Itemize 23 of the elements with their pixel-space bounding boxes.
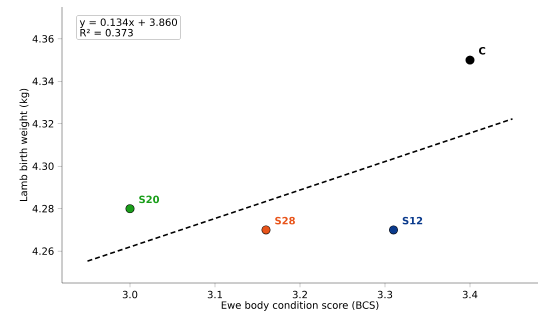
x-tick-label: 3.3: [378, 290, 392, 298]
y-tick-label: 4.28: [32, 204, 54, 212]
series-label: C: [479, 47, 486, 55]
series-label: S20: [139, 196, 160, 204]
y-tick-label: 4.34: [32, 78, 54, 86]
y-tick-label: 4.30: [32, 162, 54, 170]
point: [389, 225, 398, 234]
point: [466, 56, 474, 65]
x-axis-title: Ewe body condition score (BCS): [222, 301, 378, 311]
y-axis-title: Lamb birth weight (kg): [20, 88, 30, 202]
point: [262, 225, 270, 234]
x-tick-label: 3.1: [208, 290, 222, 298]
y-tick-label: 4.26: [32, 247, 54, 255]
y-tick-label: 4.32: [32, 120, 54, 128]
x-tick-label: 3.2: [292, 290, 307, 298]
series-label: S28: [275, 216, 295, 224]
point: [126, 204, 134, 214]
y-tick-label: 4.36: [32, 35, 54, 43]
x-tick-label: 3.4: [462, 290, 478, 298]
x-tick-label: 3.0: [122, 290, 138, 298]
series-label: S12: [402, 216, 422, 224]
annotation: R² = 0.373: [80, 28, 133, 36]
annotation: y = 0.134x + 3.860: [80, 18, 177, 28]
